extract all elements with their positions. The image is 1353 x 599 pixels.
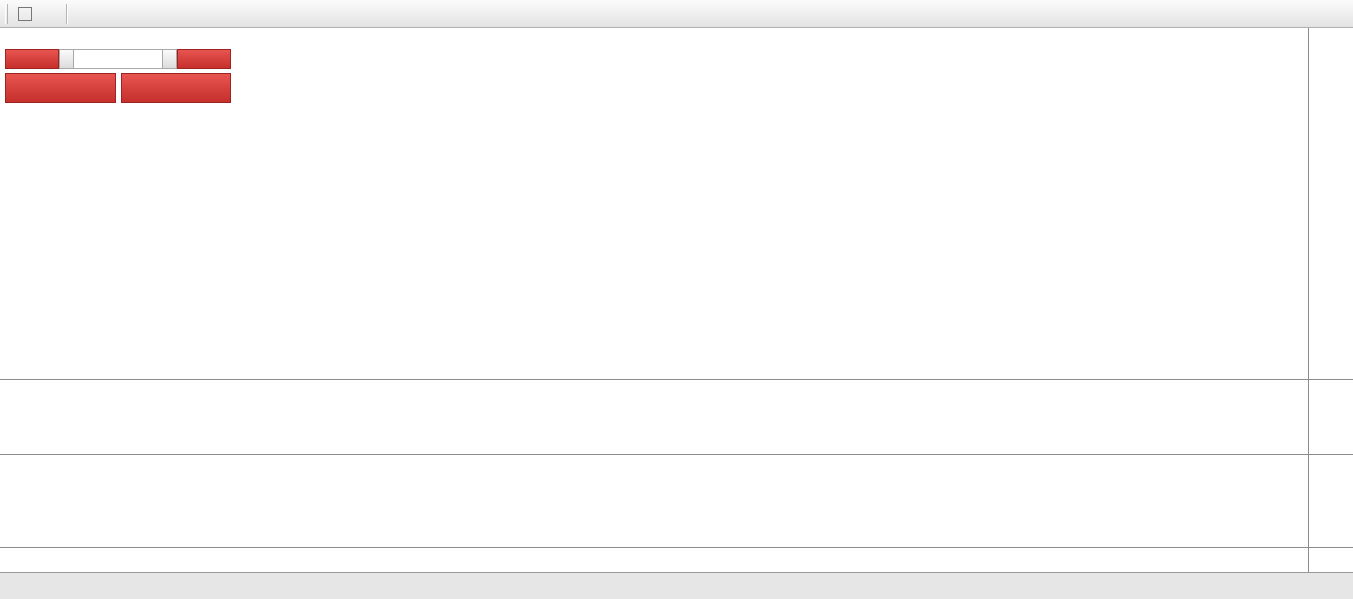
macd-label-line [4,382,22,393]
axis-corner [1308,548,1353,572]
price-axis[interactable] [1308,28,1353,379]
quote-boxes-row [5,73,231,103]
one-click-trading-panel [5,49,231,103]
symbol-ohlc-line [5,33,35,44]
volume-increase-button[interactable] [162,49,177,69]
chart-template-button[interactable] [13,3,37,25]
chart-tabs-bar [0,572,1353,599]
macd-canvas[interactable] [0,380,1308,454]
rsi-axis[interactable] [1308,455,1353,547]
chart-window [0,28,1353,572]
volume-decrease-button[interactable] [59,49,74,69]
buy-button[interactable] [177,49,231,69]
top-toolbar [0,0,1353,28]
rsi-indicator-pane [0,455,1353,548]
toolbar-grip[interactable] [5,3,8,24]
macd-indicator-pane [0,380,1353,455]
chart-template-icon [18,6,32,21]
cursor-tool-button[interactable] [37,3,61,25]
macd-axis[interactable] [1308,380,1353,454]
toolbar-separator [66,3,67,24]
bid-price-box[interactable] [5,73,116,103]
volume-input[interactable] [74,49,162,69]
sell-button[interactable] [5,49,59,69]
main-price-pane [0,28,1353,380]
rsi-canvas[interactable] [0,455,1308,547]
rsi-label-line [4,457,16,468]
time-axis[interactable] [0,548,1353,572]
ask-price-box[interactable] [120,73,231,103]
trade-buttons-row [5,49,231,69]
